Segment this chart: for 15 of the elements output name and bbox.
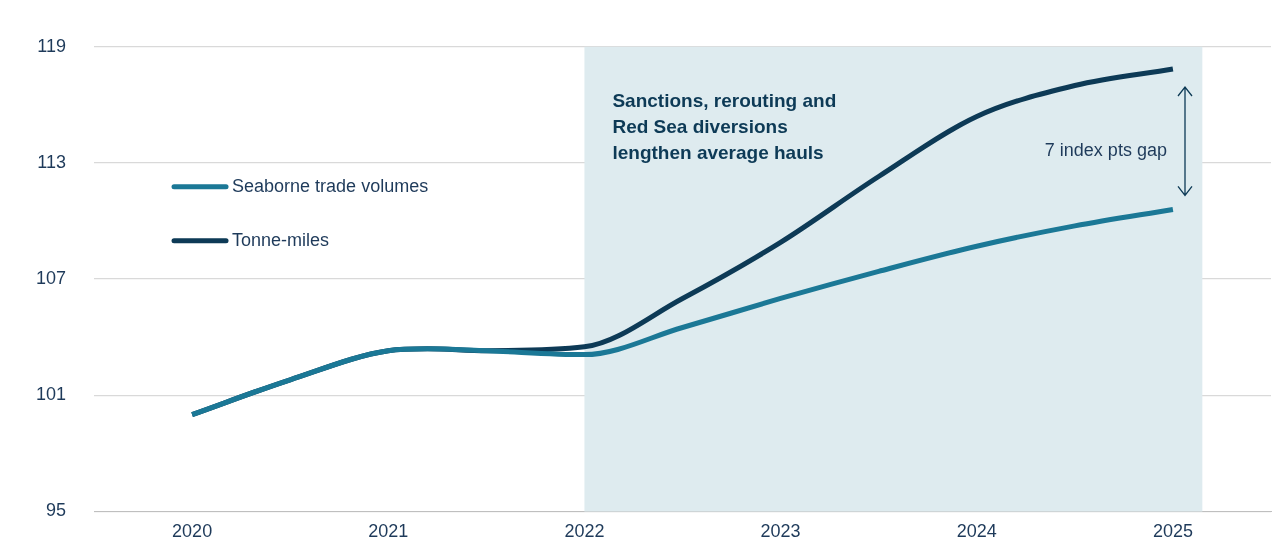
annotation: 7 index pts gap [1044,140,1167,161]
y-tick-label: 107 [35,268,67,289]
band-label: Sanctions, rerouting and Red Sea diversions lengthen average hauls [612,89,837,163]
x-tick-label: 2022 [564,521,605,542]
x-tick-label: 2021 [368,521,409,542]
y-tick-label: 95 [46,500,67,521]
x-tick-label: 2020 [172,521,213,542]
legend-label: Seaborne trade volumes [232,175,429,196]
x-tick-label: 2023 [760,521,801,542]
y-tick-label: 119 [37,35,67,56]
y-tick-label: 101 [35,384,67,405]
y-tick-label: 113 [37,151,67,172]
x-tick-label: 2025 [1152,521,1193,542]
legend-label: Tonne-miles [232,229,330,250]
x-tick-label: 2024 [956,521,997,542]
